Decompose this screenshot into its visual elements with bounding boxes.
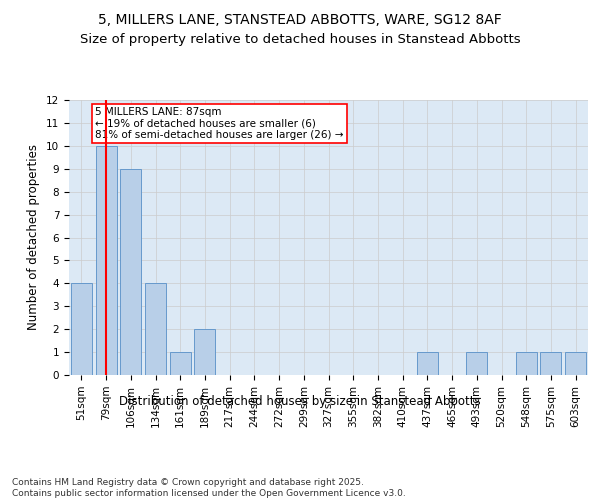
Bar	[145, 284, 166, 375]
Text: Contains HM Land Registry data © Crown copyright and database right 2025.
Contai: Contains HM Land Registry data © Crown c…	[12, 478, 406, 498]
Bar	[71, 284, 92, 375]
Bar	[170, 352, 191, 375]
Bar	[417, 352, 438, 375]
Text: Size of property relative to detached houses in Stanstead Abbotts: Size of property relative to detached ho…	[80, 32, 520, 46]
Bar	[565, 352, 586, 375]
Bar	[95, 146, 116, 375]
Bar	[194, 329, 215, 375]
Y-axis label: Number of detached properties: Number of detached properties	[28, 144, 40, 330]
Text: Distribution of detached houses by size in Stanstead Abbotts: Distribution of detached houses by size …	[119, 395, 481, 408]
Bar	[516, 352, 537, 375]
Bar	[120, 169, 141, 375]
Bar	[541, 352, 562, 375]
Text: 5, MILLERS LANE, STANSTEAD ABBOTTS, WARE, SG12 8AF: 5, MILLERS LANE, STANSTEAD ABBOTTS, WARE…	[98, 12, 502, 26]
Text: 5 MILLERS LANE: 87sqm
← 19% of detached houses are smaller (6)
81% of semi-detac: 5 MILLERS LANE: 87sqm ← 19% of detached …	[95, 107, 343, 140]
Bar	[466, 352, 487, 375]
